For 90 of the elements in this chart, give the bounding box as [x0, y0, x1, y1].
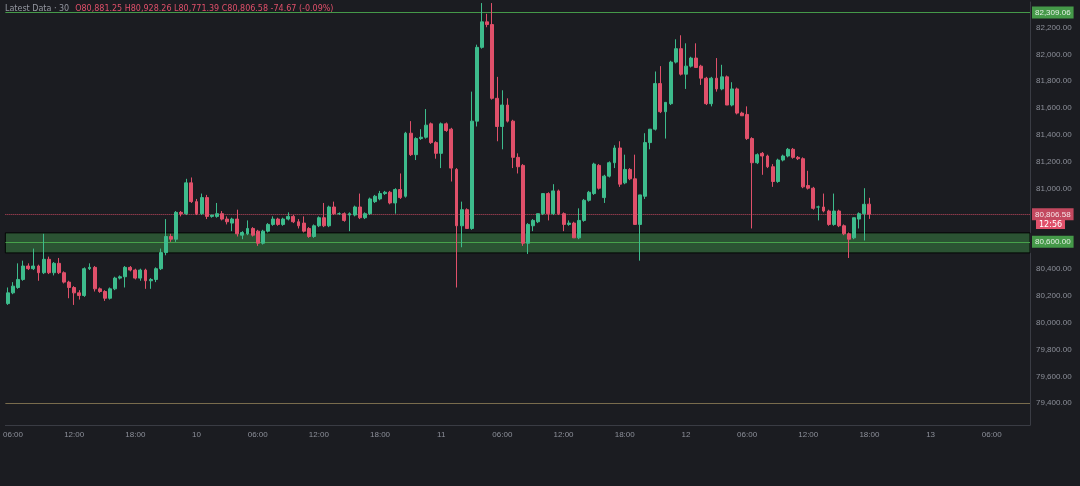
- x-tick-label: 12:00: [64, 429, 85, 439]
- candlestick: [82, 266, 86, 298]
- candlestick: [572, 221, 576, 239]
- candlestick: [230, 217, 234, 232]
- candlestick: [393, 187, 397, 215]
- candlestick: [500, 89, 504, 150]
- y-tick-label: 81,400.00: [1036, 130, 1073, 140]
- candlestick: [348, 211, 351, 232]
- y-tick-label: 80,200.00: [1036, 291, 1073, 301]
- ref-line-label: 80,806.58: [1035, 209, 1072, 219]
- y-tick-label: 80,400.00: [1036, 264, 1073, 274]
- ref-line-label: 80,600.00: [1035, 237, 1072, 247]
- candlestick: [506, 97, 509, 123]
- candlestick: [613, 144, 616, 169]
- candlestick: [388, 190, 392, 205]
- candlestick: [551, 183, 555, 216]
- candlestick: [169, 233, 173, 243]
- candlestick: [52, 261, 56, 276]
- y-tick-label: 79,800.00: [1036, 344, 1073, 354]
- x-tick-label: 12:00: [308, 429, 330, 439]
- y-tick-label: 82,200.00: [1036, 22, 1073, 32]
- x-tick-label: 18:00: [614, 429, 636, 439]
- y-tick-label: 81,000.00: [1036, 183, 1073, 193]
- candlestick: [409, 120, 413, 157]
- candlestick: [398, 172, 402, 200]
- candlestick: [822, 193, 825, 213]
- x-tick-label: 18:00: [859, 429, 880, 439]
- x-tick-label: 06:00: [247, 429, 269, 439]
- candlestick: [184, 178, 188, 216]
- candlestick: [658, 65, 662, 114]
- x-tick-label: 06:00: [981, 429, 1003, 439]
- candlestick: [144, 268, 147, 290]
- candlestick: [240, 230, 244, 240]
- candlestick: [31, 248, 35, 271]
- candlestick: [816, 205, 820, 221]
- candlestick: [353, 205, 357, 217]
- candlestick: [679, 34, 683, 77]
- candlestick: [460, 201, 464, 248]
- x-tick-label: 11: [437, 429, 446, 439]
- x-tick-label: 12:00: [798, 429, 819, 439]
- candlestick: [189, 176, 193, 204]
- x-tick-label: 12: [681, 429, 691, 439]
- x-tick-label: 10: [192, 429, 202, 439]
- candlestick: [720, 64, 724, 91]
- candlestick: [276, 217, 280, 227]
- candlestick: [297, 218, 300, 229]
- x-tick-label: 18:00: [125, 429, 146, 439]
- candlestick: [623, 154, 627, 185]
- ref-line-label: 82,309.06: [1035, 8, 1072, 18]
- candlestick: [88, 262, 91, 271]
- y-tick-label: 79,600.00: [1036, 371, 1073, 381]
- candlestick: [730, 81, 734, 107]
- x-tick-label: 13: [926, 429, 936, 439]
- candlestick: [37, 264, 40, 282]
- candlestick: [766, 154, 769, 169]
- candlestick: [755, 152, 759, 165]
- candlestick: [47, 256, 51, 275]
- y-tick-label: 81,200.00: [1036, 156, 1073, 166]
- candlestick: [832, 193, 836, 227]
- candlestick: [138, 268, 142, 282]
- y-tick-label: 82,000.00: [1036, 49, 1073, 59]
- y-tick-label: 79,400.00: [1036, 398, 1073, 408]
- x-tick-label: 12:00: [553, 429, 575, 439]
- text: 12:56: [1036, 220, 1066, 230]
- candlestick: [26, 262, 30, 271]
- chart-title: Latest Data · 30: [5, 4, 70, 13]
- candlestick: [597, 163, 601, 191]
- candlestick: [200, 193, 204, 216]
- x-tick-label: 06:00: [492, 429, 513, 439]
- candlestick: [771, 163, 775, 188]
- x-tick-label: 06:00: [737, 429, 758, 439]
- x-tick-label: 06:00: [2, 429, 24, 439]
- candlestick: [439, 121, 443, 169]
- candlestick: [42, 233, 46, 275]
- candlestick: [567, 219, 571, 227]
- y-tick-label: 81,600.00: [1036, 103, 1073, 113]
- candlestick: [246, 219, 249, 236]
- y-tick-label: 81,800.00: [1036, 76, 1073, 86]
- candlestick: [174, 210, 178, 243]
- candlestick: [715, 57, 718, 93]
- candlestick: [664, 101, 667, 140]
- candlestick: [760, 151, 764, 176]
- y-tick-label: 80,000.00: [1036, 317, 1073, 327]
- candlestick: [709, 76, 713, 107]
- candlestick: [404, 131, 407, 199]
- x-tick-label: 18:00: [370, 429, 391, 439]
- candlestick: [327, 205, 331, 228]
- candlestick: [725, 75, 729, 106]
- candlestick: [618, 140, 622, 188]
- annotation: O80,881.25 H80,928.26 L80,771.39 C80,806.58 -74.67 (-0.09%): [75, 4, 334, 13]
